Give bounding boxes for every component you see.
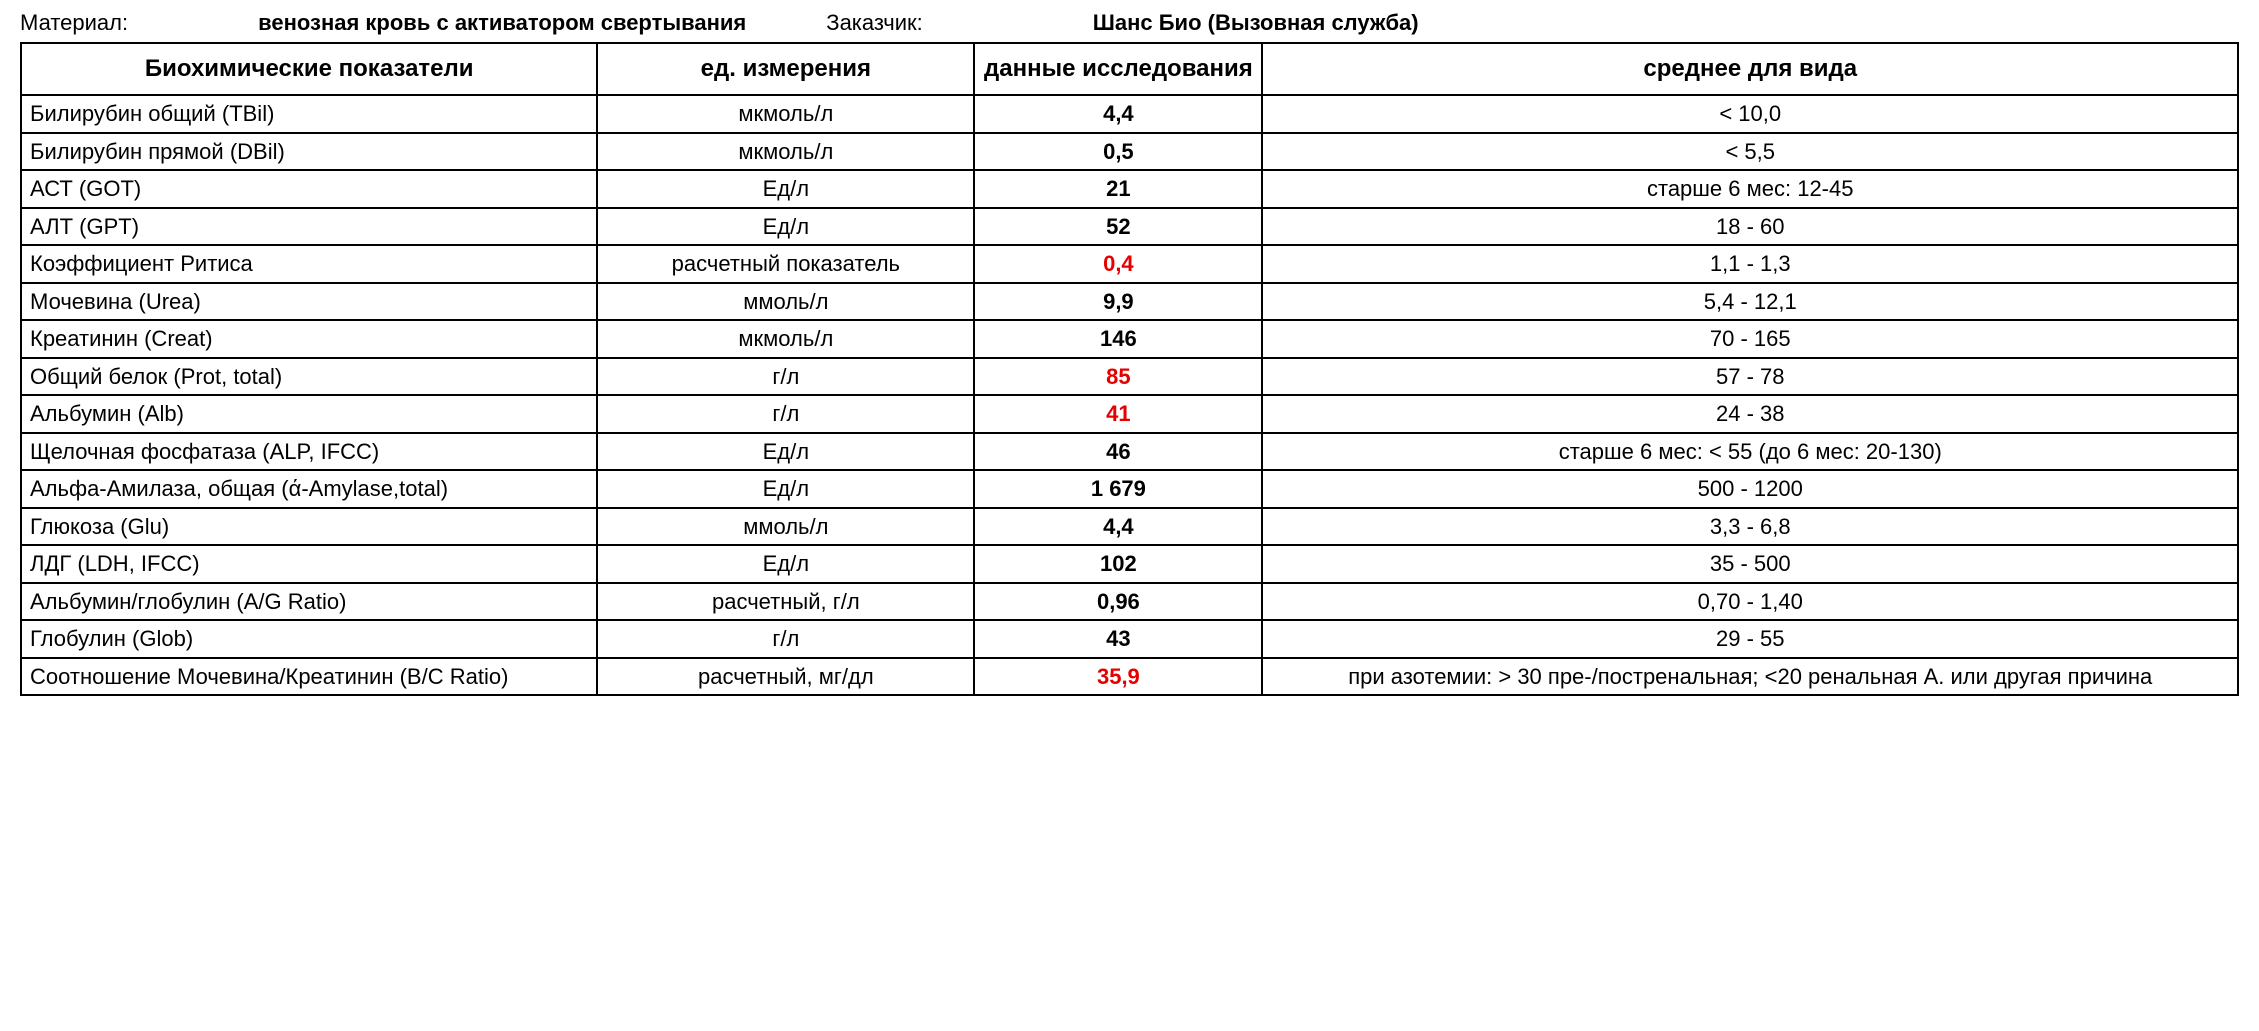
cell-parameter: Билирубин прямой (DBil) — [21, 133, 597, 171]
cell-value: 4,4 — [974, 508, 1262, 546]
table-header-row: Биохимические показатели ед. измерения д… — [21, 43, 2238, 95]
cell-unit: ммоль/л — [597, 283, 974, 321]
cell-parameter: Мочевина (Urea) — [21, 283, 597, 321]
cell-unit: мкмоль/л — [597, 133, 974, 171]
cell-parameter: АЛТ (GPT) — [21, 208, 597, 246]
cell-value: 146 — [974, 320, 1262, 358]
cell-parameter: АСТ (GOT) — [21, 170, 597, 208]
table-row: Общий белок (Prot, total)г/л8557 - 78 — [21, 358, 2238, 396]
cell-reference: 57 - 78 — [1262, 358, 2238, 396]
table-body: Билирубин общий (TBil)мкмоль/л4,4< 10,0Б… — [21, 95, 2238, 695]
cell-parameter: ЛДГ (LDH, IFCC) — [21, 545, 597, 583]
customer-label: Заказчик: — [826, 10, 922, 36]
cell-reference: 3,3 - 6,8 — [1262, 508, 2238, 546]
cell-reference: 24 - 38 — [1262, 395, 2238, 433]
table-row: Глюкоза (Glu)ммоль/л4,43,3 - 6,8 — [21, 508, 2238, 546]
cell-parameter: Общий белок (Prot, total) — [21, 358, 597, 396]
table-row: Билирубин общий (TBil)мкмоль/л4,4< 10,0 — [21, 95, 2238, 133]
cell-parameter: Щелочная фосфатаза (ALP, IFCC) — [21, 433, 597, 471]
cell-value: 0,4 — [974, 245, 1262, 283]
table-row: АЛТ (GPT)Ед/л5218 - 60 — [21, 208, 2238, 246]
cell-reference: 70 - 165 — [1262, 320, 2238, 358]
cell-parameter: Альбумин/глобулин (A/G Ratio) — [21, 583, 597, 621]
cell-parameter: Альбумин (Alb) — [21, 395, 597, 433]
cell-unit: Ед/л — [597, 433, 974, 471]
table-row: Альбумин/глобулин (A/G Ratio)расчетный, … — [21, 583, 2238, 621]
biochem-table: Биохимические показатели ед. измерения д… — [20, 42, 2239, 696]
cell-unit: г/л — [597, 358, 974, 396]
col-reference: среднее для вида — [1262, 43, 2238, 95]
table-row: Щелочная фосфатаза (ALP, IFCC)Ед/л46стар… — [21, 433, 2238, 471]
cell-unit: Ед/л — [597, 170, 974, 208]
table-row: Мочевина (Urea)ммоль/л9,95,4 - 12,1 — [21, 283, 2238, 321]
cell-parameter: Глобулин (Glob) — [21, 620, 597, 658]
cell-parameter: Соотношение Мочевина/Креатинин (B/C Rati… — [21, 658, 597, 696]
cell-reference: 500 - 1200 — [1262, 470, 2238, 508]
cell-reference: 5,4 - 12,1 — [1262, 283, 2238, 321]
col-unit: ед. измерения — [597, 43, 974, 95]
cell-reference: 35 - 500 — [1262, 545, 2238, 583]
cell-value: 9,9 — [974, 283, 1262, 321]
material-label: Материал: — [20, 10, 128, 36]
cell-unit: г/л — [597, 620, 974, 658]
cell-parameter: Билирубин общий (TBil) — [21, 95, 597, 133]
cell-reference: 29 - 55 — [1262, 620, 2238, 658]
table-row: Соотношение Мочевина/Креатинин (B/C Rati… — [21, 658, 2238, 696]
cell-reference: старше 6 мес: 12-45 — [1262, 170, 2238, 208]
cell-unit: мкмоль/л — [597, 95, 974, 133]
cell-unit: мкмоль/л — [597, 320, 974, 358]
cell-value: 41 — [974, 395, 1262, 433]
table-row: Коэффициент Ритисарасчетный показатель0,… — [21, 245, 2238, 283]
cell-unit: ммоль/л — [597, 508, 974, 546]
cell-unit: расчетный показатель — [597, 245, 974, 283]
report-header: Материал: венозная кровь с активатором с… — [20, 10, 2239, 36]
table-row: ЛДГ (LDH, IFCC)Ед/л10235 - 500 — [21, 545, 2238, 583]
cell-reference: < 5,5 — [1262, 133, 2238, 171]
cell-parameter: Альфа-Амилаза, общая (ά-Amylase,total) — [21, 470, 597, 508]
col-value: данные исследования — [974, 43, 1262, 95]
cell-unit: Ед/л — [597, 208, 974, 246]
cell-value: 52 — [974, 208, 1262, 246]
table-row: Глобулин (Glob)г/л4329 - 55 — [21, 620, 2238, 658]
cell-value: 102 — [974, 545, 1262, 583]
cell-value: 0,5 — [974, 133, 1262, 171]
cell-unit: г/л — [597, 395, 974, 433]
col-parameter: Биохимические показатели — [21, 43, 597, 95]
cell-reference: 18 - 60 — [1262, 208, 2238, 246]
cell-reference: при азотемии: > 30 пре-/постренальная; <… — [1262, 658, 2238, 696]
cell-unit: Ед/л — [597, 545, 974, 583]
cell-value: 4,4 — [974, 95, 1262, 133]
cell-value: 35,9 — [974, 658, 1262, 696]
material-value: венозная кровь с активатором свертывания — [258, 10, 746, 36]
cell-value: 0,96 — [974, 583, 1262, 621]
cell-reference: 0,70 - 1,40 — [1262, 583, 2238, 621]
cell-value: 43 — [974, 620, 1262, 658]
cell-value: 1 679 — [974, 470, 1262, 508]
table-row: Креатинин (Creat)мкмоль/л14670 - 165 — [21, 320, 2238, 358]
table-row: Альфа-Амилаза, общая (ά-Amylase,total)Ед… — [21, 470, 2238, 508]
cell-reference: 1,1 - 1,3 — [1262, 245, 2238, 283]
cell-value: 21 — [974, 170, 1262, 208]
cell-unit: расчетный, мг/дл — [597, 658, 974, 696]
table-row: Билирубин прямой (DBil)мкмоль/л0,5< 5,5 — [21, 133, 2238, 171]
cell-parameter: Глюкоза (Glu) — [21, 508, 597, 546]
cell-value: 85 — [974, 358, 1262, 396]
customer-value: Шанс Био (Вызовная служба) — [1093, 10, 1419, 36]
cell-unit: Ед/л — [597, 470, 974, 508]
cell-reference: старше 6 мес: < 55 (до 6 мес: 20-130) — [1262, 433, 2238, 471]
table-row: Альбумин (Alb)г/л4124 - 38 — [21, 395, 2238, 433]
cell-parameter: Коэффициент Ритиса — [21, 245, 597, 283]
cell-parameter: Креатинин (Creat) — [21, 320, 597, 358]
table-row: АСТ (GOT)Ед/л21старше 6 мес: 12-45 — [21, 170, 2238, 208]
cell-unit: расчетный, г/л — [597, 583, 974, 621]
cell-value: 46 — [974, 433, 1262, 471]
cell-reference: < 10,0 — [1262, 95, 2238, 133]
